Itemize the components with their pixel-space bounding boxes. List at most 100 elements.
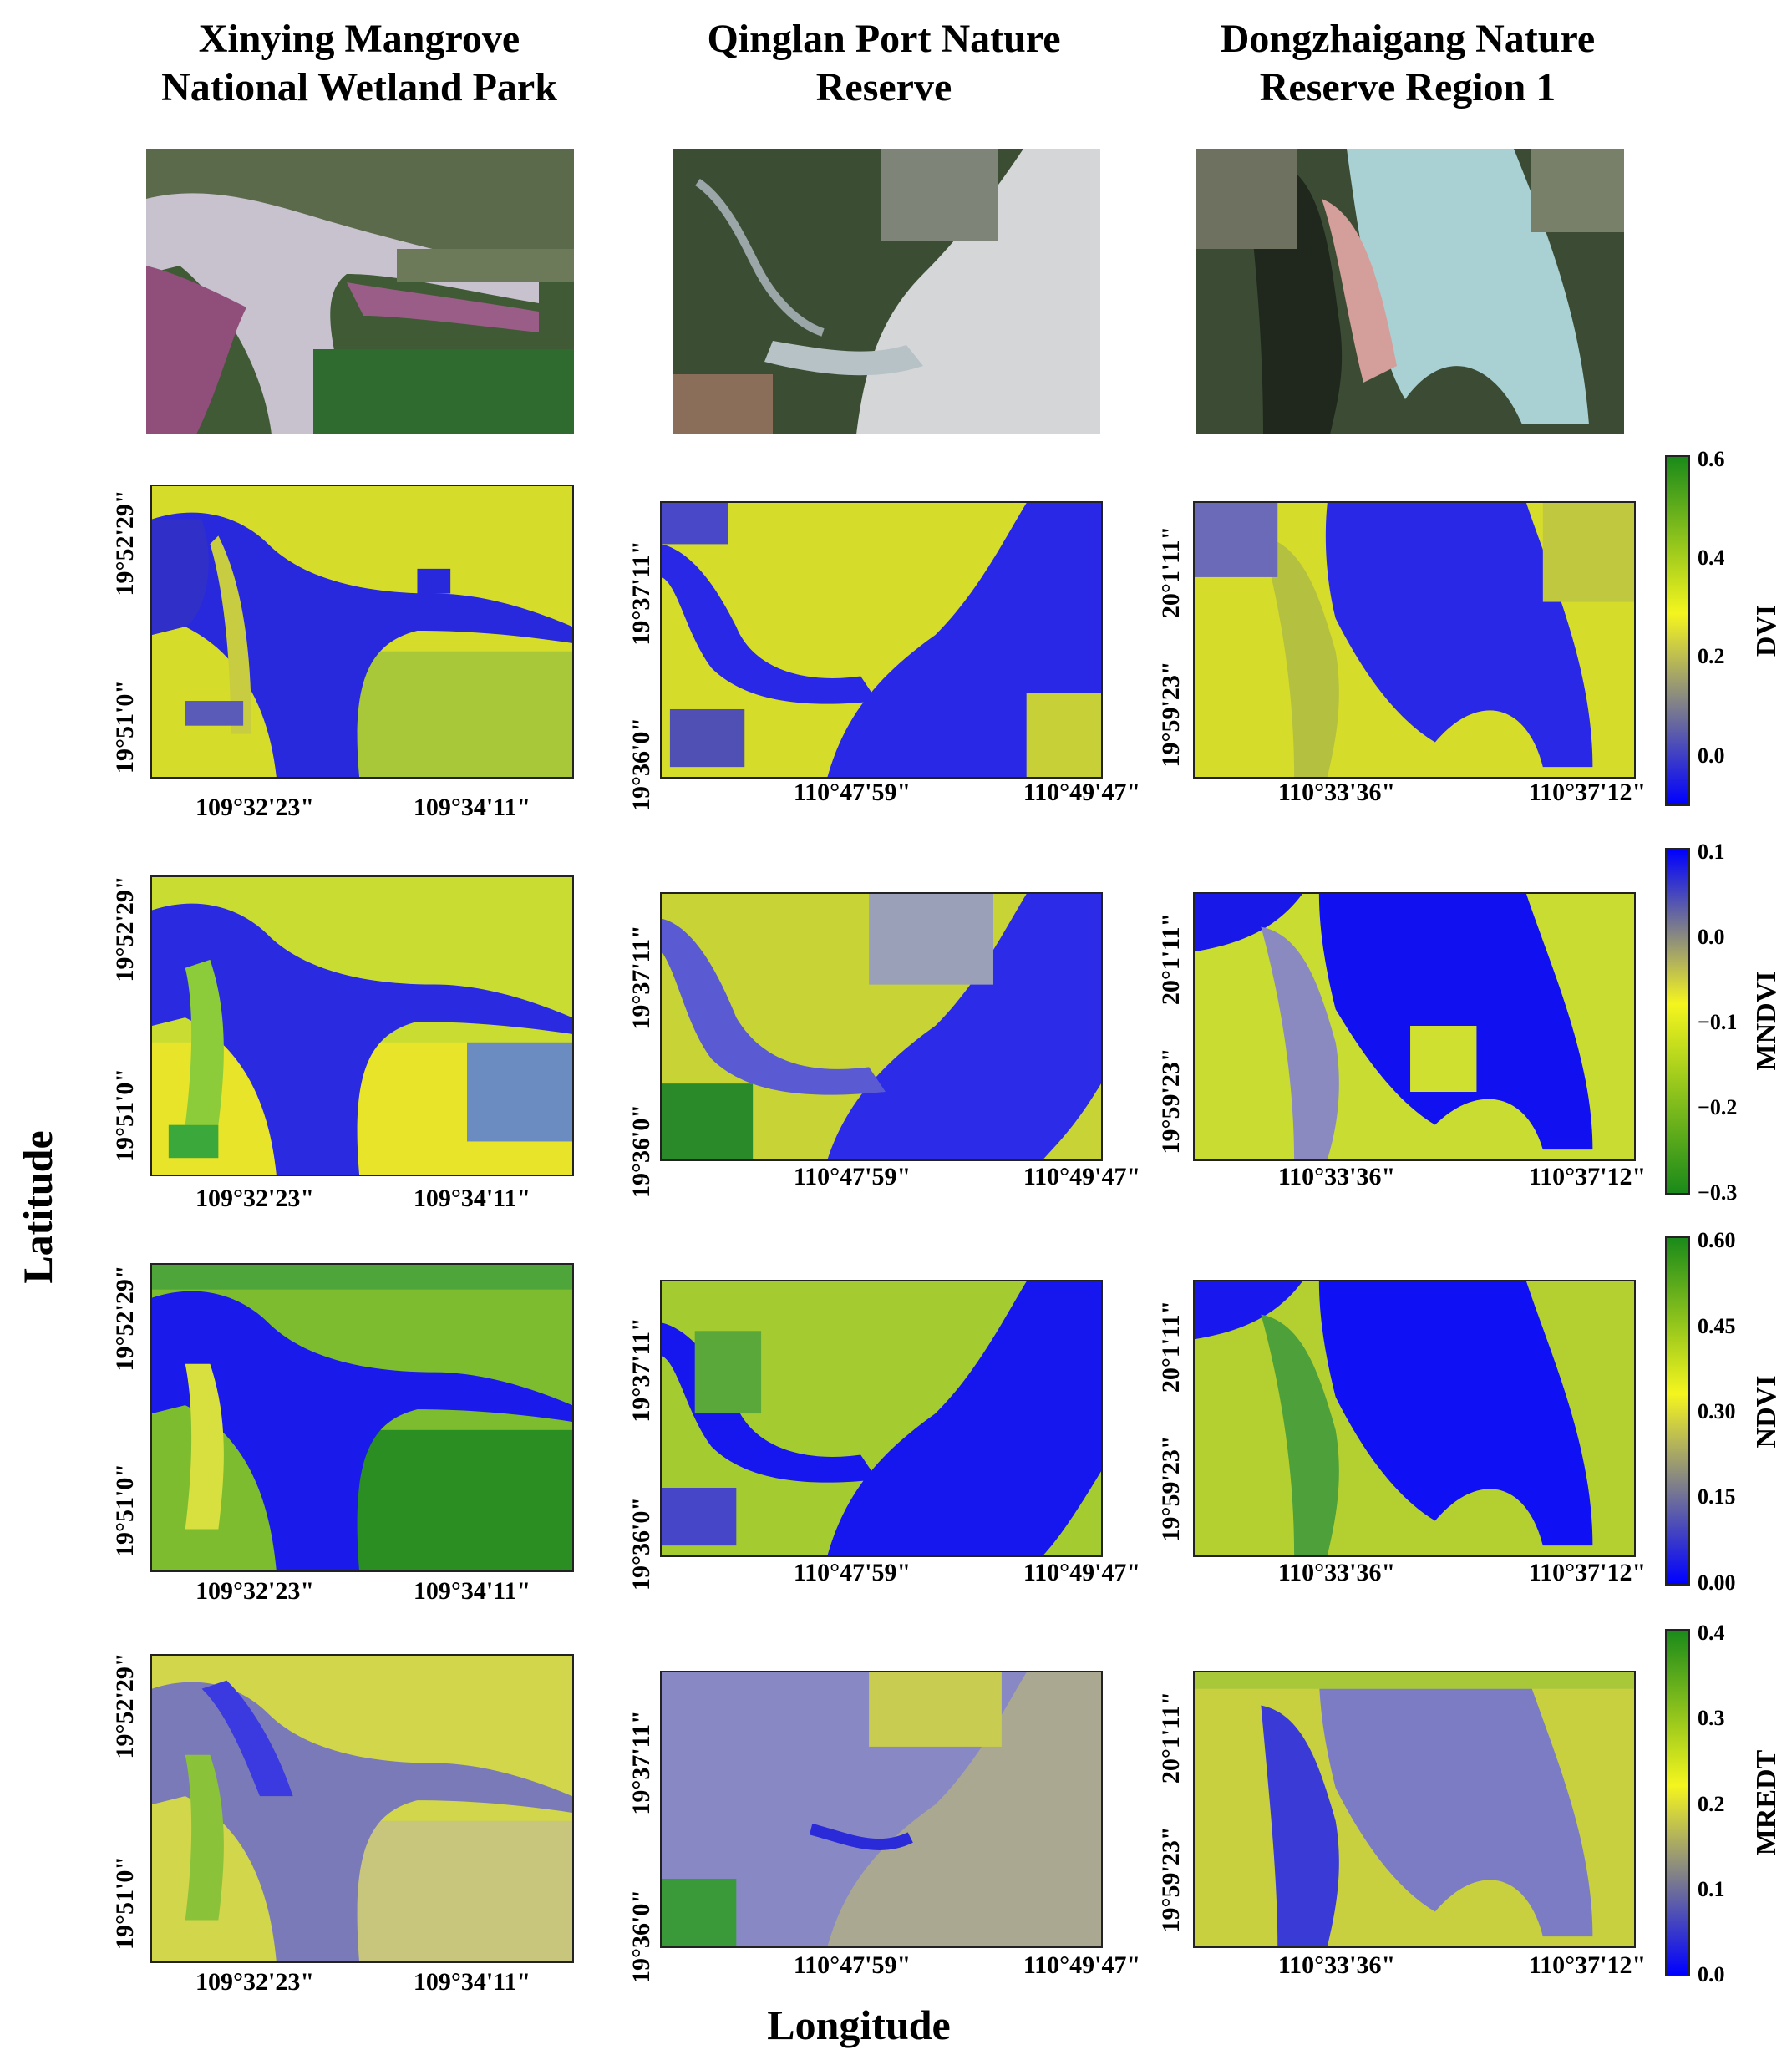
y-tick: 19°51'0" xyxy=(111,1464,139,1557)
colorbar-tick: 0.60 xyxy=(1698,1228,1736,1252)
column-title-qinglan: Qinglan Port Nature Reserve xyxy=(650,15,1118,112)
y-tick: 19°36'0" xyxy=(627,1890,655,1983)
column-title-line1: Dongzhaigang Nature xyxy=(1220,17,1596,61)
x-tick: 110°37'12" xyxy=(1528,779,1647,806)
x-tick: 110°33'36" xyxy=(1277,1163,1396,1190)
colorbar-tick: −0.3 xyxy=(1698,1180,1738,1205)
x-tick: 110°47'59" xyxy=(793,1163,911,1190)
colorbar-tick: 0.15 xyxy=(1698,1484,1736,1509)
x-tick: 110°49'47" xyxy=(1023,1163,1141,1190)
y-tick: 19°59'23" xyxy=(1157,1826,1185,1933)
colorbar-tick: 0.0 xyxy=(1698,1962,1725,1986)
colorbar-dvi xyxy=(1665,455,1690,806)
x-tick: 110°33'36" xyxy=(1277,1559,1396,1586)
map-dvi-xinying xyxy=(150,485,574,779)
map-ndvi-dongzhaigang xyxy=(1193,1280,1636,1557)
colorbar-tick: 0.0 xyxy=(1698,925,1725,949)
colorbar-tick: 0.1 xyxy=(1698,840,1725,864)
y-tick: 20°1'11" xyxy=(1157,1691,1185,1784)
column-title-line1: Xinying Mangrove xyxy=(198,17,520,61)
x-tick: 110°47'59" xyxy=(793,1951,911,1979)
colorbar-tick: 0.45 xyxy=(1698,1314,1736,1338)
colorbar-label-dvi: DVI xyxy=(1751,604,1782,657)
x-axis-label: Longitude xyxy=(767,2002,951,2048)
colorbar-tick: 0.00 xyxy=(1698,1570,1736,1595)
column-title-line1: Qinglan Port Nature xyxy=(707,17,1061,61)
y-tick: 19°37'11" xyxy=(627,925,655,1030)
x-tick: 109°32'23" xyxy=(195,1577,314,1605)
x-tick: 109°32'23" xyxy=(195,794,314,821)
x-tick: 110°49'47" xyxy=(1023,1559,1141,1586)
y-tick: 19°51'0" xyxy=(111,680,139,774)
y-tick: 19°52'29" xyxy=(111,1652,139,1759)
column-title-dongzhaigang: Dongzhaigang Nature Reserve Region 1 xyxy=(1174,15,1642,112)
satellite-image-xinying xyxy=(146,149,574,434)
x-tick: 110°37'12" xyxy=(1528,1559,1647,1586)
colorbar-mndvi xyxy=(1665,848,1690,1195)
colorbar-tick: 0.2 xyxy=(1698,1792,1725,1816)
colorbar-mredt xyxy=(1665,1629,1690,1976)
x-tick: 109°34'11" xyxy=(413,1577,531,1605)
satellite-image-dongzhaigang xyxy=(1196,149,1624,434)
satellite-image-qinglan xyxy=(673,149,1100,434)
map-dvi-qinglan xyxy=(660,501,1103,779)
colorbar-tick: −0.1 xyxy=(1698,1010,1738,1034)
x-tick: 110°33'36" xyxy=(1277,1951,1396,1979)
y-tick: 19°51'0" xyxy=(111,1856,139,1950)
colorbar-tick: 0.4 xyxy=(1698,545,1725,570)
y-tick: 19°36'0" xyxy=(627,718,655,811)
map-mredt-qinglan xyxy=(660,1671,1103,1948)
x-tick: 109°34'11" xyxy=(413,1968,531,1996)
x-tick: 110°47'59" xyxy=(793,779,911,806)
x-tick: 110°37'12" xyxy=(1528,1951,1647,1979)
y-tick: 19°59'23" xyxy=(1157,661,1185,768)
colorbar-ndvi xyxy=(1665,1236,1690,1586)
map-mndvi-xinying xyxy=(150,875,574,1176)
x-tick: 109°32'23" xyxy=(195,1968,314,1996)
x-tick: 109°34'11" xyxy=(413,1185,531,1212)
x-tick: 110°49'47" xyxy=(1023,1951,1141,1979)
colorbar-tick: −0.2 xyxy=(1698,1095,1738,1119)
colorbar-tick: 0.4 xyxy=(1698,1621,1725,1645)
map-ndvi-qinglan xyxy=(660,1280,1103,1557)
y-tick: 19°37'11" xyxy=(627,540,655,646)
map-dvi-dongzhaigang xyxy=(1193,501,1636,779)
y-tick: 20°1'11" xyxy=(1157,1300,1185,1393)
column-title-line2: Reserve Region 1 xyxy=(1259,65,1556,109)
y-tick: 19°59'23" xyxy=(1157,1048,1185,1154)
map-mndvi-dongzhaigang xyxy=(1193,892,1636,1161)
y-tick: 19°52'29" xyxy=(111,875,139,982)
y-tick: 19°52'29" xyxy=(111,1265,139,1372)
y-tick: 19°37'11" xyxy=(627,1317,655,1423)
colorbar-label-mndvi: MNDVI xyxy=(1751,971,1782,1071)
y-tick: 19°36'0" xyxy=(627,1104,655,1198)
map-mredt-dongzhaigang xyxy=(1193,1671,1636,1948)
map-mredt-xinying xyxy=(150,1654,574,1963)
colorbar-tick: 0.6 xyxy=(1698,447,1725,471)
colorbar-tick: 0.1 xyxy=(1698,1877,1725,1901)
x-tick: 109°32'23" xyxy=(195,1185,314,1212)
x-tick: 110°37'12" xyxy=(1528,1163,1647,1190)
colorbar-tick: 0.30 xyxy=(1698,1399,1736,1423)
y-tick: 19°37'11" xyxy=(627,1710,655,1815)
colorbar-tick: 0.2 xyxy=(1698,644,1725,668)
y-tick: 20°1'11" xyxy=(1157,912,1185,1006)
column-title-line2: Reserve xyxy=(815,65,952,109)
x-tick: 110°33'36" xyxy=(1277,779,1396,806)
colorbar-tick: 0.3 xyxy=(1698,1706,1725,1730)
colorbar-label-mredt: MREDT xyxy=(1751,1749,1782,1856)
y-tick: 19°59'23" xyxy=(1157,1435,1185,1542)
x-tick: 109°34'11" xyxy=(413,794,531,821)
x-tick: 110°47'59" xyxy=(793,1559,911,1586)
y-tick: 19°36'0" xyxy=(627,1497,655,1591)
column-title-xinying: Xinying Mangrove National Wetland Park xyxy=(125,15,593,112)
y-axis-label: Latitude xyxy=(14,1130,61,1284)
y-tick: 20°1'11" xyxy=(1157,525,1185,619)
colorbar-label-ndvi: NDVI xyxy=(1751,1375,1782,1449)
column-title-line2: National Wetland Park xyxy=(161,65,557,109)
map-mndvi-qinglan xyxy=(660,892,1103,1161)
map-ndvi-xinying xyxy=(150,1263,574,1572)
x-tick: 110°49'47" xyxy=(1023,779,1141,806)
y-tick: 19°51'0" xyxy=(111,1068,139,1162)
y-tick: 19°52'29" xyxy=(111,490,139,596)
